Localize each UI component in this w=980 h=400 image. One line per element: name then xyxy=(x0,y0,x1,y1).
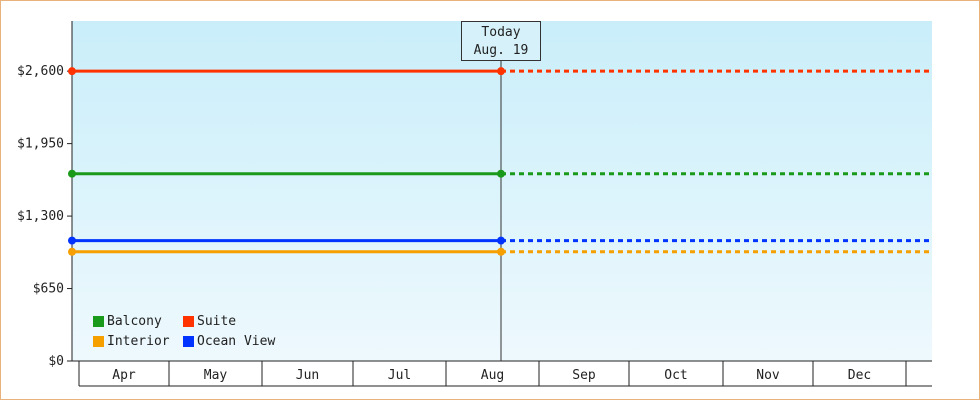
today-marker-label: Today Aug. 19 xyxy=(461,21,541,61)
series-point-start-suite xyxy=(68,67,76,76)
y-tick-label: $0 xyxy=(48,354,64,369)
series-point-start-ocean-view xyxy=(68,236,76,245)
legend: Balcony Suite Interior Ocean View xyxy=(93,313,303,349)
x-axis: Apr May Jun Jul Aug Sep Oct Nov Dec xyxy=(72,360,932,387)
series-point-today-interior xyxy=(497,247,505,256)
series-point-start-interior xyxy=(68,247,76,256)
legend-item-suite: Suite xyxy=(183,313,303,329)
x-tick-label: Apr xyxy=(112,368,136,383)
legend-swatch-suite xyxy=(183,315,194,327)
today-date: Aug. 19 xyxy=(473,43,529,58)
x-tick-label: Jun xyxy=(296,368,319,383)
x-tick-label: Jul xyxy=(388,368,411,383)
x-tick-label: Oct xyxy=(664,368,687,383)
x-tick-label: Aug xyxy=(481,368,504,383)
today-label: Today xyxy=(481,25,521,40)
series-point-start-balcony xyxy=(68,169,76,178)
legend-swatch-ocean-view xyxy=(183,335,194,347)
plot-background xyxy=(72,21,932,361)
legend-swatch-balcony xyxy=(93,315,104,327)
y-tick-label: $1,300 xyxy=(17,209,64,224)
series-lines xyxy=(68,67,932,256)
x-tick-label: May xyxy=(204,368,228,383)
series-point-today-suite xyxy=(497,67,505,76)
legend-item-interior: Interior xyxy=(93,333,183,349)
y-tick-label: $2,600 xyxy=(17,64,64,79)
y-tick-label: $650 xyxy=(33,282,64,297)
legend-item-ocean-view: Ocean View xyxy=(183,333,303,349)
legend-swatch-interior xyxy=(93,335,104,347)
legend-label-balcony: Balcony xyxy=(107,313,162,329)
series-point-today-ocean-view xyxy=(497,236,505,245)
x-tick-label: Nov xyxy=(756,368,780,383)
y-tick-label: $1,950 xyxy=(17,137,64,152)
legend-label-ocean-view: Ocean View xyxy=(197,333,276,349)
legend-label-interior: Interior xyxy=(107,333,170,349)
x-tick-label: Dec xyxy=(848,368,871,383)
y-axis: $0 $650 $1,300 $1,950 $2,600 xyxy=(17,21,73,369)
legend-label-suite: Suite xyxy=(197,313,237,329)
legend-item-balcony: Balcony xyxy=(93,313,183,329)
x-tick-label: Sep xyxy=(572,368,596,383)
series-point-today-balcony xyxy=(497,169,505,178)
